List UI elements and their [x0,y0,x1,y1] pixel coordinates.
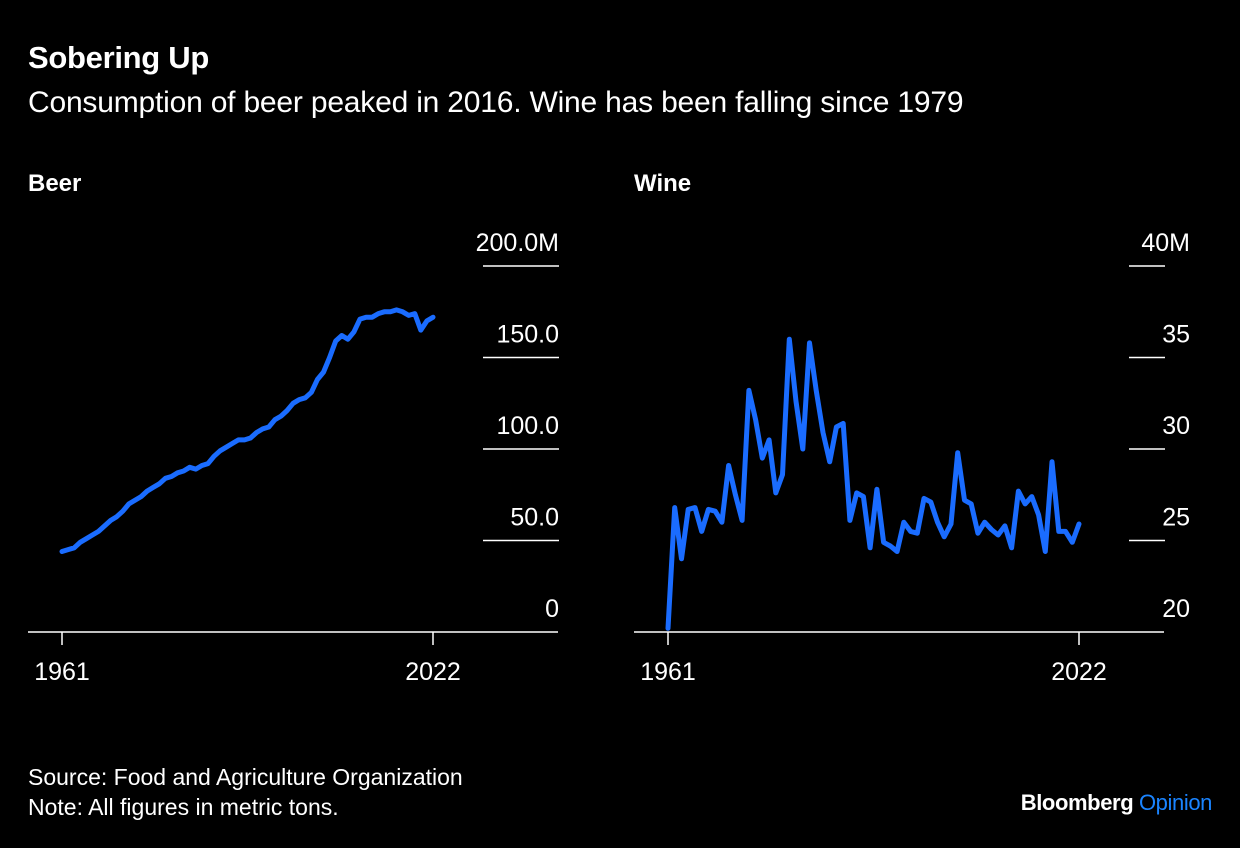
source-note: Source: Food and Agriculture Organizatio… [28,764,463,790]
beer-panel-title: Beer [28,170,82,197]
beer-y-tick-label: 100.0 [496,412,559,440]
wine-y-tick-label: 25 [1162,504,1190,532]
wine-y-tick-label: 20 [1162,595,1190,623]
wine-series-line [665,336,1082,631]
wine-panel-title: Wine [634,170,692,197]
beer-y-tick-label: 150.0 [496,321,559,349]
wine-y-tick-label: 30 [1162,412,1190,440]
footnote: Note: All figures in metric tons. [28,794,339,820]
wine-x-tick-label: 2022 [1051,658,1107,686]
brand-logo: Bloomberg Opinion [1020,790,1213,816]
beer-x-tick-label: 2022 [405,658,461,686]
beer-y-tick-label: 200.0M [476,229,559,257]
wine-x-tick-label: 1961 [640,658,696,686]
beer-x-tick-label: 1961 [34,658,90,686]
brand-name: Bloomberg [1020,790,1134,815]
brand-suffix: Opinion [1138,790,1212,815]
wine-y-tick-label: 35 [1162,321,1190,349]
wine-y-tick-label: 40M [1141,229,1190,257]
beer-series-line [59,307,436,554]
chart-title: Sobering Up [28,40,209,75]
beer-y-tick-label: 50.0 [510,504,559,532]
chart-subtitle: Consumption of beer peaked in 2016. Wine… [28,86,964,119]
beer-y-tick-label: 0 [545,595,559,623]
